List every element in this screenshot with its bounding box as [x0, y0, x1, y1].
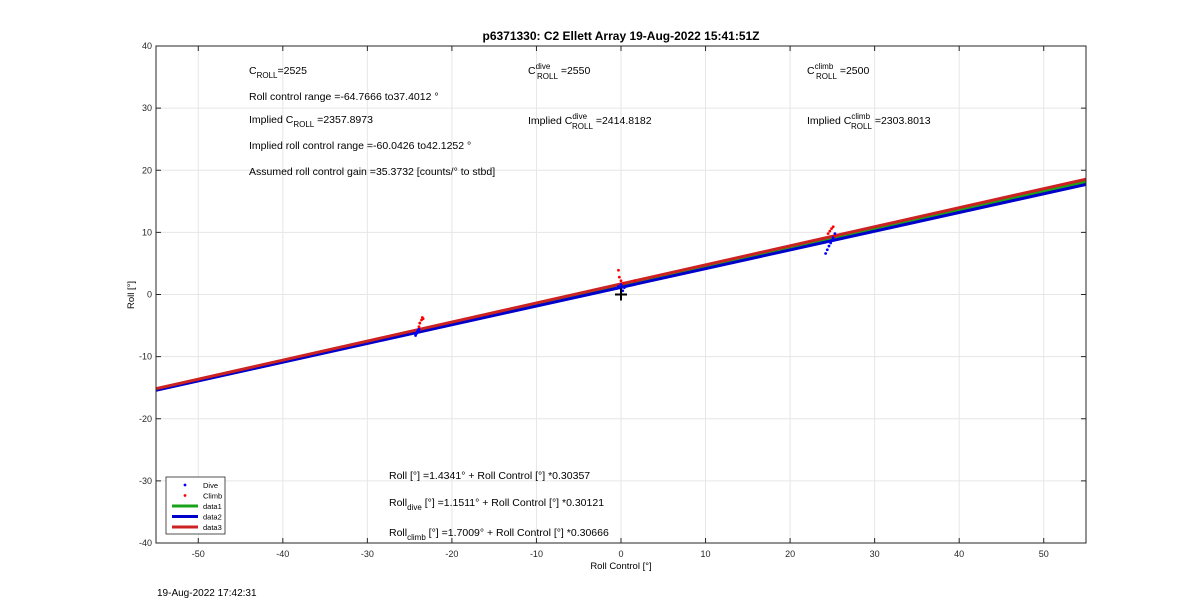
climb-point	[833, 234, 837, 238]
dive-point	[417, 327, 421, 331]
c-roll-annotation: CROLL=2525	[249, 65, 307, 80]
y-tick-label: -20	[139, 414, 152, 424]
legend-label: data3	[203, 523, 222, 532]
dive-point	[833, 232, 837, 236]
climb-point	[830, 227, 833, 231]
climb-point	[418, 321, 422, 325]
dive-point	[619, 283, 623, 286]
dive-point	[622, 286, 626, 290]
legend-label: data1	[203, 502, 222, 511]
climb-point	[619, 279, 623, 283]
x-tick-label: 30	[870, 549, 880, 559]
y-tick-label: 20	[142, 165, 152, 175]
fit-equation-climb: Rollclimb [°] =1.7009° + Roll Control [°…	[389, 527, 609, 542]
legend-label: data2	[203, 513, 222, 522]
assumed-gain-annotation: Assumed roll control gain =35.3732 [coun…	[249, 166, 495, 178]
dive-point	[829, 241, 833, 245]
y-axis-label: Roll [°]	[126, 281, 137, 309]
climb-point	[831, 225, 835, 229]
legend-label: Climb	[203, 492, 222, 501]
climb-point	[617, 268, 620, 272]
y-axis-ticks: -40 -30 -20 -10 0 10 20 30 40	[139, 41, 1086, 548]
implied-roll-control-range-annotation: Implied roll control range =-60.0426 to4…	[249, 140, 471, 152]
x-tick-label: 40	[954, 549, 964, 559]
y-tick-label: 10	[142, 227, 152, 237]
x-tick-label: 10	[701, 549, 711, 559]
x-tick-label: -40	[276, 549, 289, 559]
c-roll-climb-annotation: Cclimb ROLL =2500	[807, 62, 869, 81]
x-tick-label: 20	[785, 549, 795, 559]
dive-point	[830, 238, 834, 242]
footer-timestamp: 19-Aug-2022 17:42:31	[157, 588, 257, 599]
c-roll-dive-annotation: Cdive ROLL =2550	[528, 62, 590, 81]
plot-content	[156, 177, 1086, 392]
x-tick-label: -20	[445, 549, 458, 559]
roll-control-range-annotation: Roll control range =-64.7666 to37.4012 °	[249, 91, 439, 103]
dive-point	[827, 244, 831, 248]
legend-marker-dive	[183, 483, 187, 487]
x-tick-label: -10	[530, 549, 543, 559]
x-tick-label: 0	[618, 549, 623, 559]
fit-line-data2	[156, 182, 1086, 392]
climb-point	[421, 317, 425, 321]
climb-point	[417, 325, 421, 329]
implied-c-roll-annotation: Implied CROLL =2357.8973	[249, 114, 373, 129]
climb-point	[828, 229, 832, 233]
climb-point	[826, 232, 830, 236]
climb-point	[617, 275, 621, 279]
y-tick-label: 30	[142, 103, 152, 113]
x-axis-ticks: -50 -40 -30 -20 -10 0 10 20 30 40 50	[192, 46, 1049, 559]
y-tick-label: -10	[139, 352, 152, 362]
implied-c-roll-dive-annotation: Implied Cdive ROLL =2414.8182	[528, 112, 652, 131]
origin-marker	[615, 288, 627, 301]
x-axis-label: Roll Control [°]	[590, 561, 651, 572]
implied-c-roll-climb-annotation: Implied Cclimb ROLL =2303.8013	[807, 112, 931, 131]
dive-point	[617, 285, 620, 288]
chart-title: p6371330: C2 Ellett Array 19-Aug-2022 15…	[482, 29, 759, 43]
x-tick-label: -50	[192, 549, 205, 559]
y-tick-label: -40	[139, 538, 152, 548]
climb-point	[633, 279, 636, 283]
y-tick-label: -30	[139, 476, 152, 486]
x-tick-label: 50	[1039, 549, 1049, 559]
fit-equation-dive: Rolldive [°] =1.1511° + Roll Control [°]…	[389, 497, 604, 512]
y-tick-label: 0	[147, 290, 152, 300]
dive-point	[825, 248, 829, 252]
scatter-points	[414, 225, 837, 337]
climb-point	[622, 281, 625, 285]
dive-point	[614, 286, 618, 290]
fit-equation-all: Roll [°] =1.4341° + Roll Control [°] *0.…	[389, 470, 590, 482]
x-tick-label: -30	[361, 549, 374, 559]
y-tick-label: 40	[142, 41, 152, 51]
legend-marker-climb	[183, 494, 187, 497]
legend-label: Dive	[203, 481, 218, 490]
dive-point	[824, 252, 827, 255]
